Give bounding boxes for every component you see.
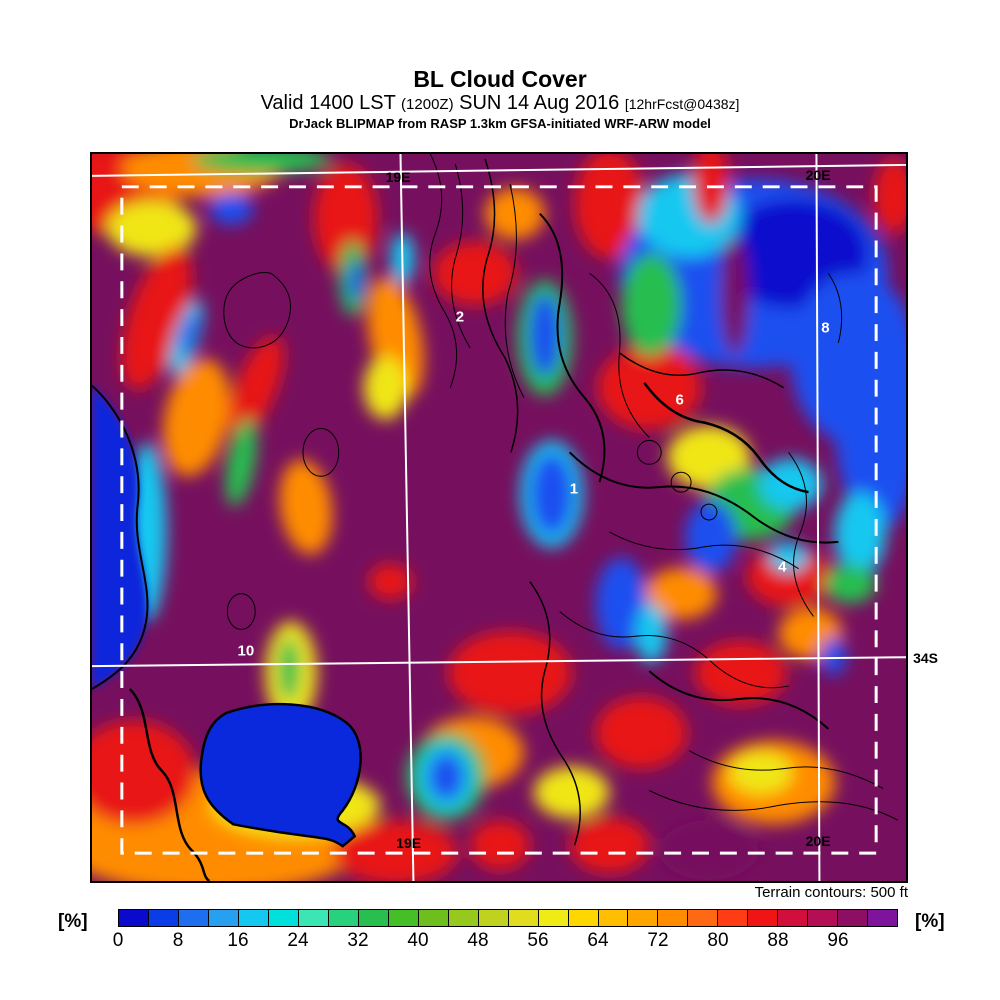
colorbar-segment: [358, 910, 388, 926]
colorbar-tick-label: 24: [287, 930, 309, 951]
valid-time-line: Valid 1400 LST (1200Z) SUN 14 Aug 2016 […: [0, 92, 1000, 115]
colorbar-segment: [658, 910, 688, 926]
colorbar-tick-label: 16: [227, 930, 249, 951]
colorbar-segments: [118, 909, 898, 927]
colorbar-segment: [238, 910, 268, 926]
chart-header: BL Cloud Cover Valid 1400 LST (1200Z) SU…: [0, 66, 1000, 132]
colorbar-segment: [178, 910, 208, 926]
colorbar-ticks: 0 8 16 24 32 40 48 56 64 72 80 88 96: [113, 930, 898, 952]
colorbar-segment: [868, 910, 898, 926]
colorbar-segment: [808, 910, 838, 926]
colorbar-segment: [208, 910, 238, 926]
colorbar-segment: [328, 910, 358, 926]
colorbar-segment: [148, 910, 178, 926]
colorbar-tick-label: 0: [112, 930, 124, 951]
graticule-lines: [92, 154, 906, 881]
valid-time: Valid 1400 LST: [260, 92, 396, 115]
terrain-contour-note: Terrain contours: 500 ft: [754, 884, 908, 901]
forecast-map: 19E 20E 2 8 6 1 4 10 19E 20E 34S: [90, 152, 938, 883]
colorbar-tick-label: 88: [767, 930, 789, 951]
inner-domain-boundary: [120, 185, 878, 855]
colorbar-segment: [718, 910, 748, 926]
unit-label-right: [%]: [915, 911, 945, 932]
colorbar-tick-label: 8: [172, 930, 184, 951]
valid-date: SUN 14 Aug 2016: [459, 92, 620, 115]
page-title: BL Cloud Cover: [413, 66, 587, 92]
cloud-cover-field: [92, 154, 906, 881]
model-description: DrJack BLIPMAP from RASP 1.3km GFSA-init…: [289, 116, 711, 132]
parallel-label-34s: 34S: [913, 649, 938, 666]
colorbar-segment: [538, 910, 568, 926]
colorbar-segment: [568, 910, 598, 926]
colorbar-segment: [388, 910, 418, 926]
colorbar-tick-label: 56: [527, 930, 549, 951]
colorbar-segment: [448, 910, 478, 926]
colorbar-tick-label: 32: [347, 930, 369, 951]
colorbar-segment: [778, 910, 808, 926]
unit-label-left: [%]: [58, 911, 88, 932]
colorbar-segment: [298, 910, 328, 926]
colorbar-segment: [838, 910, 868, 926]
colorbar-tick-label: 72: [647, 930, 669, 951]
colorbar-tick-label: 48: [467, 930, 489, 951]
colorbar-segment: [598, 910, 628, 926]
colorbar-segment: [508, 910, 538, 926]
colorbar-segment: [748, 910, 778, 926]
colorbar-segment: [119, 910, 148, 926]
colorbar-wrap: 0 8 16 24 32 40 48 56 64 72 80 88 96: [113, 909, 898, 952]
colorbar-tick-label: 64: [587, 930, 609, 951]
valid-time-zulu: (1200Z): [401, 96, 454, 114]
colorbar-segment: [478, 910, 508, 926]
forecast-run-info: [12hrFcst@0438z]: [624, 96, 740, 113]
colorbar-segment: [418, 910, 448, 926]
colorbar-segment: [628, 910, 658, 926]
colorbar-tick-label: 80: [707, 930, 729, 951]
colorbar-segment: [688, 910, 718, 926]
colorbar-segment: [268, 910, 298, 926]
colorbar-tick-label: 96: [827, 930, 849, 951]
colorbar-tick-label: 40: [407, 930, 429, 951]
